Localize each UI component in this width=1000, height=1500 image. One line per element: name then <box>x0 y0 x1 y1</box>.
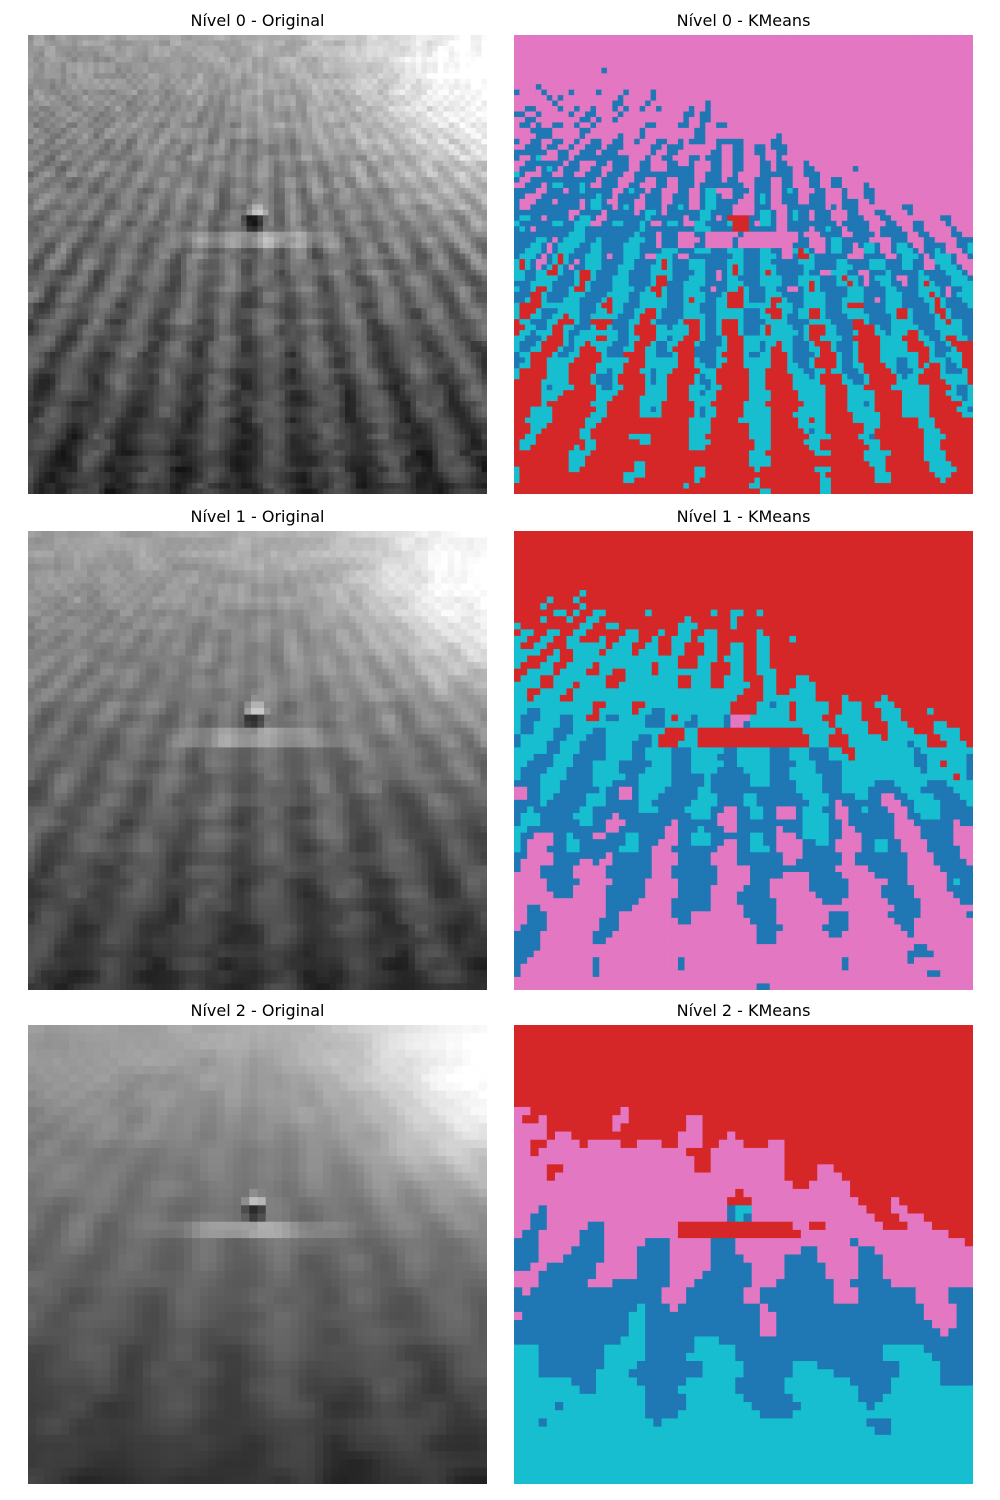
panel-title: Nível 2 - KMeans <box>514 1000 973 1022</box>
panel-title: Nível 1 - Original <box>28 506 487 528</box>
kmeans-segmentation-level-1 <box>514 531 973 990</box>
kmeans-segmentation-level-0 <box>514 35 973 494</box>
panel-title: Nível 2 - Original <box>28 1000 487 1022</box>
field-photo-grayscale-level-0 <box>28 35 487 494</box>
field-photo-grayscale-level-2 <box>28 1025 487 1484</box>
panel-title: Nível 0 - KMeans <box>514 10 973 32</box>
kmeans-segmentation-level-2 <box>514 1025 973 1484</box>
panel-title: Nível 1 - KMeans <box>514 506 973 528</box>
field-photo-grayscale-level-1 <box>28 531 487 990</box>
panel-title: Nível 0 - Original <box>28 10 487 32</box>
